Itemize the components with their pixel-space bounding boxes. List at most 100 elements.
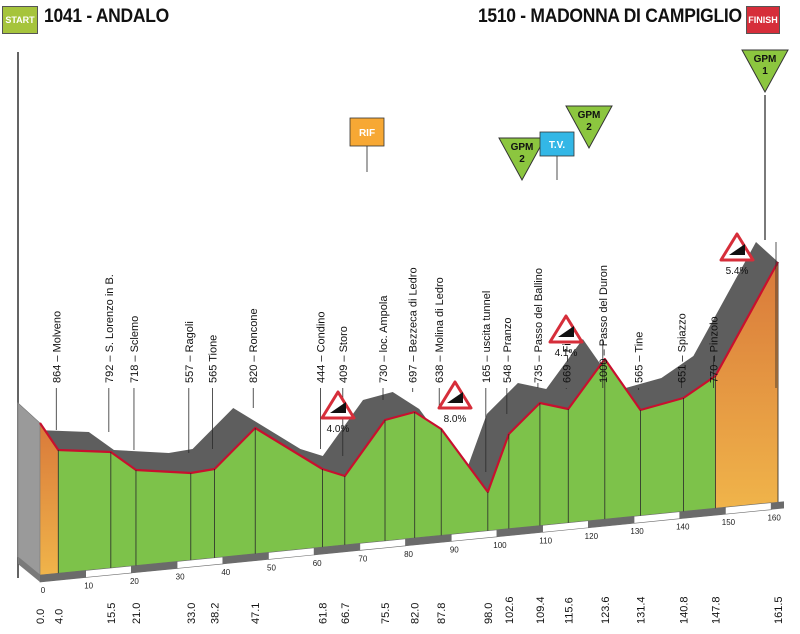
km-tick-label: 50 xyxy=(267,563,276,572)
km-label: 38.2 xyxy=(210,603,222,624)
km-tick-label: 130 xyxy=(630,527,644,536)
km-label: 109.4 xyxy=(535,596,547,624)
profile-face-segment xyxy=(539,402,569,526)
km-tick-label: 110 xyxy=(539,536,552,545)
km-tick-label: 60 xyxy=(313,559,322,568)
gpm-marker xyxy=(741,49,789,94)
km-tick-label: 120 xyxy=(585,532,599,541)
km-label: 21.0 xyxy=(131,603,143,624)
place-label: 444 – Condino xyxy=(315,311,327,383)
gpm-marker-category: 2 xyxy=(586,122,592,133)
km-tick-label: 150 xyxy=(722,518,736,527)
km-label: 82.0 xyxy=(410,603,422,624)
place-label: 548 – Pranzo xyxy=(502,318,514,383)
km-tick-label: 10 xyxy=(84,581,93,590)
tv-marker xyxy=(539,131,575,157)
gpm-marker xyxy=(565,105,613,150)
start-city-title: 1041 - ANDALO xyxy=(44,6,169,27)
finish-city-title: 1510 - MADONNA DI CAMPIGLIO xyxy=(478,6,742,27)
km-tick-label: 140 xyxy=(676,523,690,532)
start-badge: START xyxy=(2,6,38,34)
km-label: 47.1 xyxy=(250,603,262,624)
gradient-warning-icon xyxy=(320,390,356,420)
km-label: 61.8 xyxy=(317,603,329,624)
gpm-marker xyxy=(498,137,546,182)
profile-face-segment xyxy=(414,411,442,539)
place-label: 735 – Passo del Ballino xyxy=(533,268,545,383)
distance-ribbon-end xyxy=(771,501,784,510)
place-label: 730 – loc. Ampola xyxy=(378,295,390,383)
km-label: 123.6 xyxy=(600,596,612,624)
place-label: 565 – Tine xyxy=(633,332,645,383)
profile-face-segment xyxy=(190,468,215,561)
gpm-marker-label: GPM xyxy=(754,54,777,65)
km-tick-label: 70 xyxy=(358,554,367,563)
km-tick-label: 90 xyxy=(450,545,459,554)
place-label: 409 – Storo xyxy=(338,326,350,383)
km-label: 98.0 xyxy=(483,603,495,624)
gradient-warning-icon xyxy=(719,232,755,262)
finish-badge: FINISH xyxy=(746,6,780,34)
gpm-marker-label: GPM xyxy=(511,142,534,153)
gradient-warning-icon xyxy=(548,314,584,344)
profile-face-segment xyxy=(384,411,416,542)
km-label: 4.0 xyxy=(53,609,65,624)
profile-face-segment xyxy=(135,469,192,566)
gradient-slope-icon xyxy=(447,392,463,403)
km-label: 147.8 xyxy=(710,596,722,624)
profile-left-face xyxy=(17,402,41,576)
place-label: 718 – Sclemo xyxy=(129,316,141,383)
place-label: 697 – Bezzeca di Ledro xyxy=(408,267,420,383)
distance-ribbon-segment xyxy=(725,502,772,515)
km-label: 102.6 xyxy=(504,596,516,624)
gradient-slope-icon xyxy=(330,402,346,413)
gradient-label: 8.0% xyxy=(444,414,467,425)
gradient-slope-icon xyxy=(729,244,745,255)
gradient-label: 4.0% xyxy=(327,424,350,435)
km-label: 15.5 xyxy=(106,603,118,624)
gpm-marker-category: 2 xyxy=(519,154,525,165)
km-tick-label: 100 xyxy=(493,541,507,550)
gradient-label: 4.1% xyxy=(555,348,578,359)
place-label: 792 – S. Lorenzo in B. xyxy=(104,274,116,383)
profile-face-segment xyxy=(683,375,716,512)
km-label: 140.8 xyxy=(678,596,690,624)
km-tick-label: 20 xyxy=(130,577,139,586)
km-label: 66.7 xyxy=(340,603,352,624)
place-label: 820 – Roncone xyxy=(248,308,260,383)
tv-marker-label: T.V. xyxy=(549,140,566,151)
place-label: 651 – Spiazzo xyxy=(676,313,688,383)
gpm-marker-category: 1 xyxy=(762,66,768,77)
km-tick-label: 80 xyxy=(404,550,413,559)
place-label: 565 Tione xyxy=(208,335,220,383)
gpm-marker-label: GPM xyxy=(578,110,601,121)
gradient-label: 5.4% xyxy=(726,266,749,277)
km-tick-label: 0 xyxy=(41,586,46,595)
place-label: 557 – Ragoli xyxy=(184,321,196,383)
place-label: 638 – Molina di Ledro xyxy=(434,277,446,383)
gradient-warning-icon xyxy=(437,380,473,410)
km-label: 131.4 xyxy=(635,596,647,624)
km-label: 161.5 xyxy=(773,596,785,624)
km-label: 75.5 xyxy=(380,603,392,624)
km-label: 115.6 xyxy=(563,597,575,624)
km-tick-label: 30 xyxy=(176,572,185,581)
place-label: 770 – Pinzolo xyxy=(708,316,720,383)
place-label: 864 – Molveno xyxy=(51,311,63,383)
rif-marker-label: RIF xyxy=(359,128,375,139)
place-label: 1000 – Passo del Duron xyxy=(598,265,610,383)
km-tick-label: 40 xyxy=(221,568,230,577)
profile-face-segment xyxy=(57,449,112,574)
km-label: 0.0 xyxy=(35,609,47,624)
gradient-slope-icon xyxy=(558,326,574,337)
rif-marker xyxy=(349,117,385,147)
place-label: 165 – uscita tunnel xyxy=(481,291,493,383)
km-tick-label: 160 xyxy=(767,514,781,523)
km-label: 87.8 xyxy=(436,603,448,624)
profile-face-segment xyxy=(110,451,137,569)
profile-face-segment xyxy=(322,468,346,548)
km-label: 33.0 xyxy=(186,603,198,624)
profile-face-segment xyxy=(640,397,684,516)
